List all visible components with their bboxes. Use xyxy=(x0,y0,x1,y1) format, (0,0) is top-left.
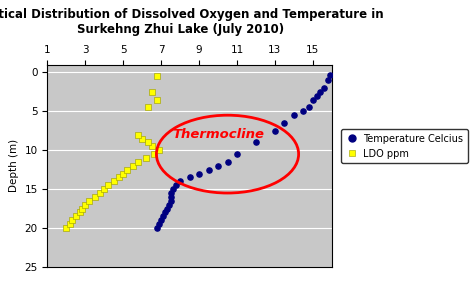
Temperature Celcius xyxy=(271,128,279,133)
Temperature Celcius xyxy=(173,183,180,187)
Temperature Celcius xyxy=(167,195,174,199)
Temperature Celcius xyxy=(252,140,260,145)
Temperature Celcius xyxy=(205,167,212,172)
Temperature Celcius xyxy=(281,121,288,125)
Temperature Celcius xyxy=(161,210,169,215)
Temperature Celcius xyxy=(157,218,165,223)
LDO ppm xyxy=(91,195,99,199)
LDO ppm xyxy=(129,164,137,168)
Temperature Celcius xyxy=(155,222,163,226)
LDO ppm xyxy=(138,136,146,141)
Text: Vertical Distribution of Dissolved Oxygen and Temperature in
Surkehng Zhui Lake : Vertical Distribution of Dissolved Oxyge… xyxy=(0,8,384,37)
LDO ppm xyxy=(144,105,152,110)
Y-axis label: Depth (m): Depth (m) xyxy=(9,139,19,192)
LDO ppm xyxy=(82,202,89,207)
Temperature Celcius xyxy=(169,187,176,191)
Temperature Celcius xyxy=(309,98,317,102)
LDO ppm xyxy=(85,199,93,203)
LDO ppm xyxy=(66,222,74,226)
Temperature Celcius xyxy=(317,90,324,94)
LDO ppm xyxy=(110,179,118,183)
LDO ppm xyxy=(142,156,150,160)
Temperature Celcius xyxy=(154,226,161,230)
LDO ppm xyxy=(123,167,131,172)
LDO ppm xyxy=(154,74,161,79)
Temperature Celcius xyxy=(167,191,174,195)
LDO ppm xyxy=(135,160,142,164)
LDO ppm xyxy=(148,90,155,94)
Temperature Celcius xyxy=(195,171,203,176)
Temperature Celcius xyxy=(163,206,171,211)
Legend: Temperature Celcius, LDO ppm: Temperature Celcius, LDO ppm xyxy=(341,129,468,164)
LDO ppm xyxy=(76,210,83,215)
LDO ppm xyxy=(135,132,142,137)
LDO ppm xyxy=(116,175,123,180)
Temperature Celcius xyxy=(176,179,184,183)
LDO ppm xyxy=(155,148,163,153)
LDO ppm xyxy=(154,98,161,102)
Temperature Celcius xyxy=(233,152,241,156)
Temperature Celcius xyxy=(214,164,222,168)
Temperature Celcius xyxy=(324,78,332,82)
LDO ppm xyxy=(100,187,108,191)
Temperature Celcius xyxy=(186,175,193,180)
Temperature Celcius xyxy=(167,199,174,203)
Temperature Celcius xyxy=(313,94,320,98)
LDO ppm xyxy=(119,171,127,176)
Temperature Celcius xyxy=(300,109,307,114)
LDO ppm xyxy=(144,140,152,145)
Temperature Celcius xyxy=(320,86,328,90)
LDO ppm xyxy=(97,191,104,195)
LDO ppm xyxy=(150,152,157,156)
Temperature Celcius xyxy=(305,105,313,110)
Text: Thermocline: Thermocline xyxy=(172,128,264,141)
Temperature Celcius xyxy=(326,72,334,77)
LDO ppm xyxy=(78,206,85,211)
LDO ppm xyxy=(72,214,80,219)
Temperature Celcius xyxy=(165,202,173,207)
Temperature Celcius xyxy=(224,160,231,164)
LDO ppm xyxy=(68,218,76,223)
LDO ppm xyxy=(148,144,155,149)
LDO ppm xyxy=(63,226,70,230)
Temperature Celcius xyxy=(159,214,167,219)
LDO ppm xyxy=(104,183,112,187)
Temperature Celcius xyxy=(290,113,298,117)
